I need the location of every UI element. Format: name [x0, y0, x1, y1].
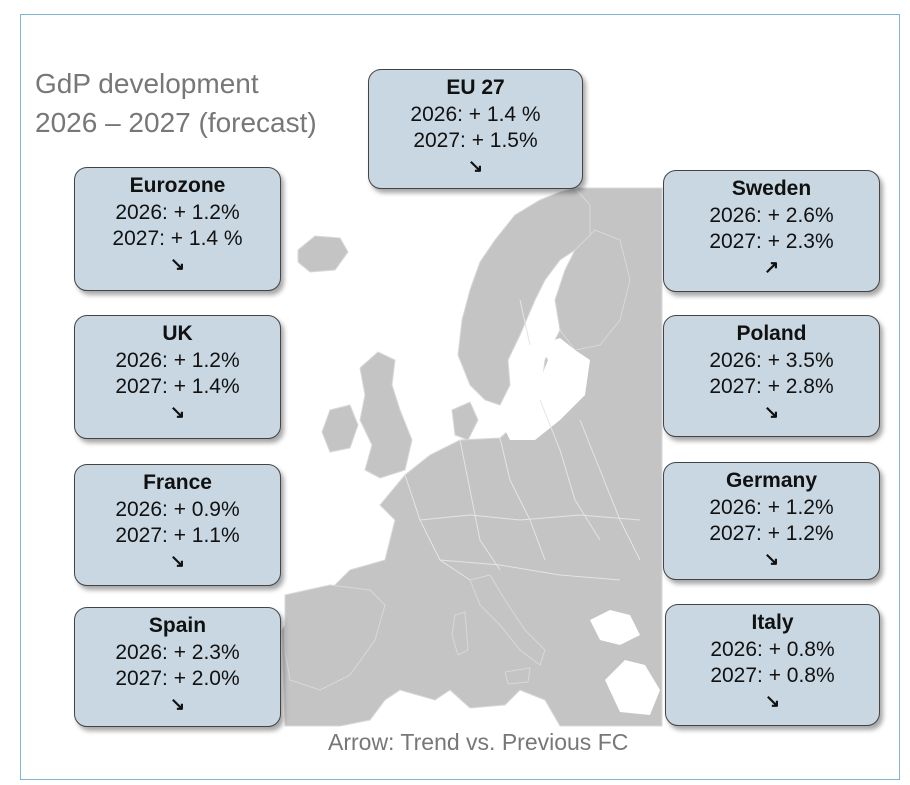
forecast-2027: 2027: + 0.8%: [710, 664, 835, 687]
trend-arrow-icon: ↘: [169, 402, 186, 422]
chart-title: GdP development 2026 – 2027 (forecast): [35, 64, 317, 142]
forecast-2027: 2027: + 1.4%: [115, 375, 240, 398]
region-name: Germany: [725, 469, 818, 492]
trend-arrow-icon: ↘: [763, 402, 780, 422]
region-box-spain: Spain 2026: + 2.3% 2027: + 2.0% ↘: [74, 607, 281, 727]
trend-arrow-icon: ↘: [764, 691, 781, 711]
region-name: UK: [162, 322, 193, 345]
forecast-2026: 2026: + 2.3%: [115, 641, 240, 664]
forecast-2026: 2026: + 3.5%: [709, 349, 834, 372]
region-box-italy: Italy 2026: + 0.8% 2027: + 0.8% ↘: [665, 604, 880, 726]
region-box-sweden: Sweden 2026: + 2.6% 2027: + 2.3% ↗: [663, 170, 880, 292]
region-name: France: [143, 471, 212, 494]
forecast-2026: 2026: + 1.2%: [115, 349, 240, 372]
region-box-france: France 2026: + 0.9% 2027: + 1.1% ↘: [74, 464, 281, 586]
region-name: Italy: [751, 611, 794, 634]
region-name: EU 27: [446, 76, 505, 99]
map-land: [281, 187, 663, 727]
forecast-2027: 2027: + 1.2%: [709, 522, 834, 545]
region-box-eurozone: Eurozone 2026: + 1.2% 2027: + 1.4 % ↘: [74, 167, 281, 291]
trend-arrow-icon: ↘: [763, 549, 780, 569]
forecast-2027: 2027: + 2.8%: [709, 375, 834, 398]
title-line-2: 2026 – 2027 (forecast): [35, 107, 317, 138]
trend-arrow-icon: ↗: [763, 257, 780, 277]
region-box-eu27: EU 27 2026: + 1.4 % 2027: + 1.5% ↘: [368, 69, 583, 189]
trend-arrow-icon: ↘: [467, 156, 484, 176]
map-water: [500, 338, 660, 715]
forecast-2026: 2026: + 1.2%: [115, 201, 240, 224]
map-borders: [404, 299, 641, 581]
region-box-uk: UK 2026: + 1.2% 2027: + 1.4% ↘: [74, 315, 281, 439]
region-box-poland: Poland 2026: + 3.5% 2027: + 2.8% ↘: [663, 315, 880, 437]
forecast-2027: 2027: + 2.0%: [115, 667, 240, 690]
forecast-2026: 2026: + 1.4 %: [410, 103, 541, 126]
trend-arrow-icon: ↘: [169, 254, 186, 274]
forecast-2026: 2026: + 1.2%: [709, 496, 834, 519]
region-name: Eurozone: [129, 174, 226, 197]
forecast-2027: 2027: + 1.1%: [115, 524, 240, 547]
trend-arrow-icon: ↘: [169, 551, 186, 571]
forecast-2027: 2027: + 1.5%: [413, 129, 538, 152]
forecast-2027: 2027: + 1.4 %: [112, 227, 243, 250]
region-name: Poland: [736, 322, 807, 345]
trend-arrow-icon: ↘: [169, 694, 186, 714]
region-box-germany: Germany 2026: + 1.2% 2027: + 1.2% ↘: [663, 462, 880, 580]
region-name: Spain: [148, 614, 207, 637]
region-name: Sweden: [731, 177, 812, 200]
forecast-2026: 2026: + 0.9%: [115, 498, 240, 521]
forecast-2026: 2026: + 2.6%: [709, 204, 834, 227]
title-line-1: GdP development: [35, 68, 259, 99]
forecast-2027: 2027: + 2.3%: [709, 230, 834, 253]
forecast-2026: 2026: + 0.8%: [710, 638, 835, 661]
arrow-legend-note: Arrow: Trend vs. Previous FC: [328, 729, 629, 755]
